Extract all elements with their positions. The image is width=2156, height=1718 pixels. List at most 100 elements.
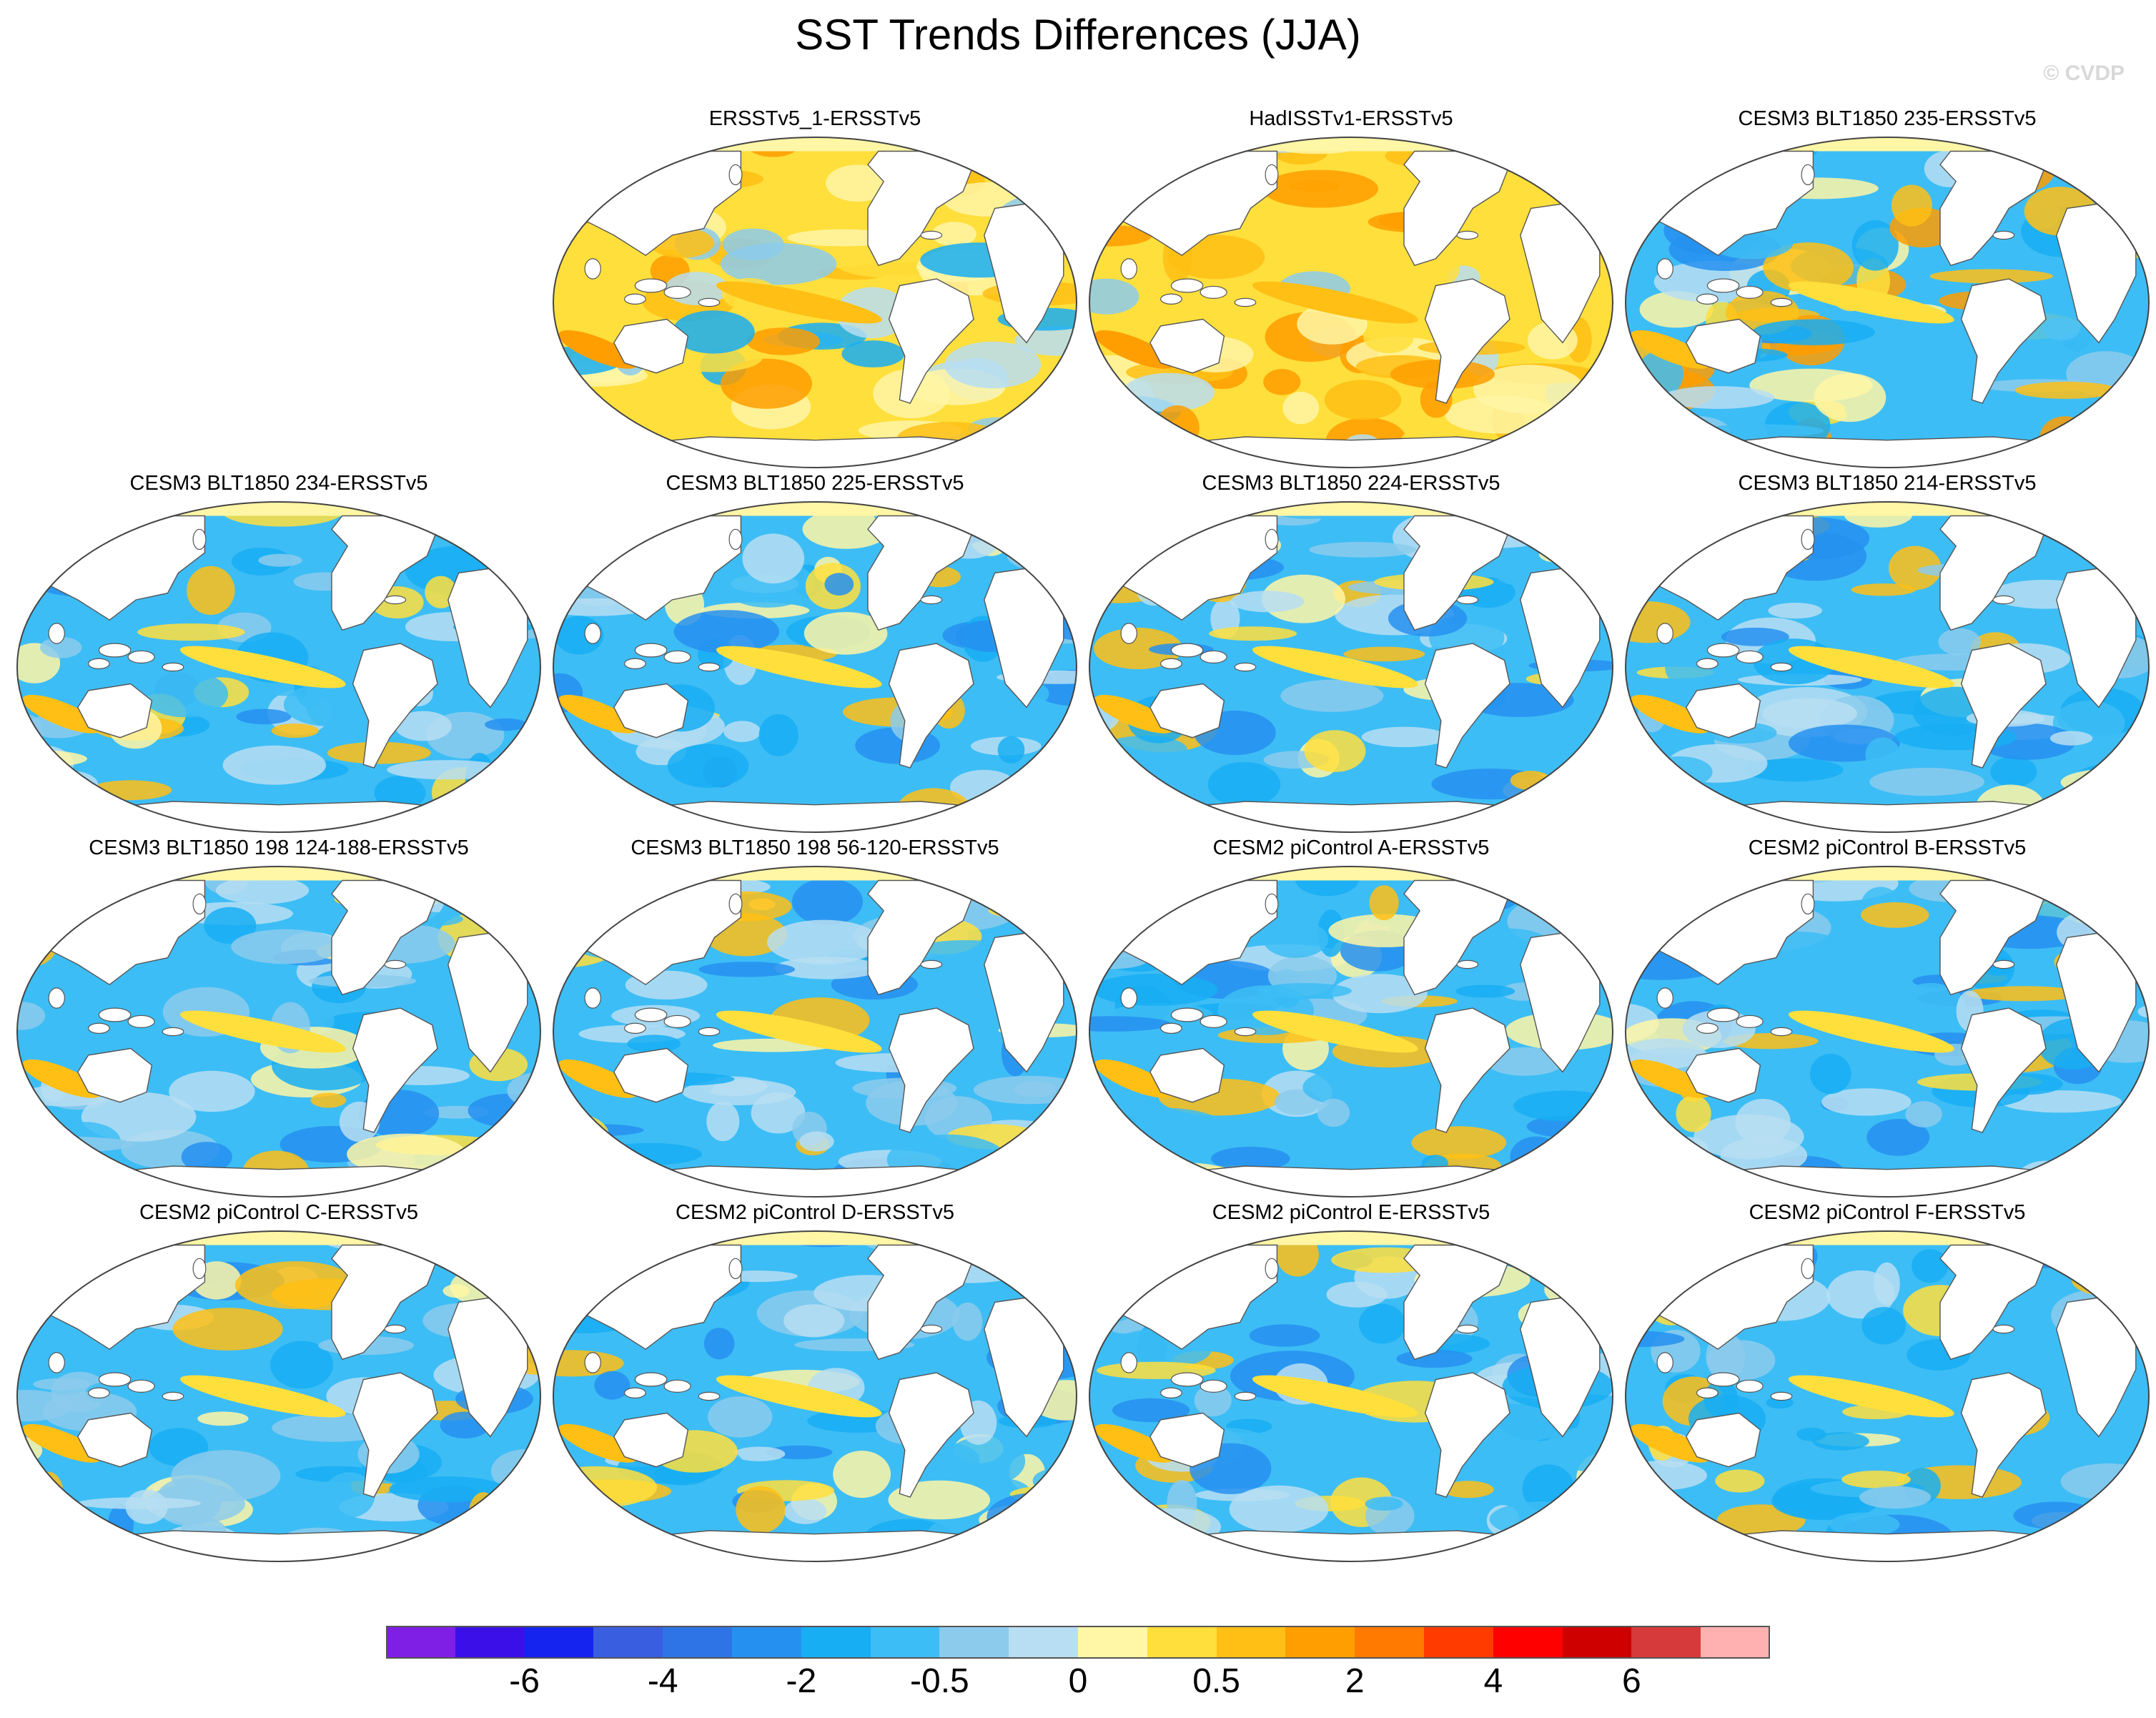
island [698,1027,721,1037]
island [1656,987,1673,1009]
sst-anomaly-patch [197,1411,249,1426]
sst-anomaly-patch [1022,897,1077,944]
sst-anomaly-patch [774,957,881,979]
sst-anomaly-patch [1829,1512,1900,1537]
sst-anomaly-patch [1821,1088,1912,1116]
sst-anomaly-patch [553,1231,623,1269]
land-mass [888,1372,974,1498]
island [1801,528,1815,551]
sst-anomaly-patch [1667,1509,1703,1547]
sst-anomaly-patch [802,509,891,549]
indian-ocean-band [558,694,638,734]
panel-title: CESM3 BLT1850 214-ERSSTv5 [1738,472,2037,495]
sst-anomaly-patch [40,636,82,658]
sst-anomaly-patch [1661,386,1775,409]
sst-anomaly-patch [1633,502,1679,520]
sst-anomaly-patch [952,1302,983,1341]
colorbar-swatch [1009,1626,1079,1659]
sst-anomaly-patch [485,718,528,731]
sst-anomaly-patch [619,1168,683,1197]
sst-anomaly-patch [1101,533,1164,561]
sst-anomaly-patch [486,507,535,520]
sst-anomaly-patch [270,1341,334,1389]
sst-anomaly-patch [65,804,146,821]
map-panel: CESM2 piControl F-ERSSTv5 [1623,1201,2152,1566]
sst-anomaly-patch [1089,1533,1149,1561]
sst-anomaly-patch [1027,874,1077,910]
land-mass [1520,505,1569,543]
colorbar-swatch [663,1626,733,1659]
island [192,528,207,551]
sst-anomaly-patch [1089,145,1174,164]
sst-anomaly-patch [1442,1481,1494,1499]
island [1736,1014,1764,1028]
island [1120,987,1137,1009]
island [634,1372,668,1387]
sst-anomaly-patch [1014,326,1077,356]
sst-anomaly-patch [2078,502,2140,518]
sst-anomaly-patch [1463,928,1547,954]
sst-anomaly-patch [2025,142,2137,159]
island [1656,1352,1673,1373]
land-mass [984,140,1033,179]
island [698,297,721,307]
sst-anomaly-patch [1626,1497,1656,1522]
robinson-map [553,866,1077,1198]
sst-anomaly-patch [627,1035,681,1053]
colorbar-swatch [1285,1626,1355,1659]
island [162,662,184,672]
sst-anomaly-patch [1142,1231,1258,1242]
sst-anomaly-patch [628,1545,721,1561]
island [1736,650,1764,663]
sst-anomaly-patch [1365,1496,1403,1511]
island [384,1324,407,1334]
sst-anomaly-patch [1812,1432,1869,1451]
indian-ocean-band [558,330,638,369]
sst-anomaly-patch [1681,867,1770,886]
land-mass [1960,1372,2047,1498]
island [48,987,65,1009]
sst-anomaly-patch [2050,137,2081,168]
pacific-band [716,646,882,688]
island [634,643,668,658]
land-mass [1673,436,2101,468]
pacific-band [716,1375,882,1418]
sst-anomaly-patch [1363,320,1414,353]
map-border [1625,137,2150,468]
map-border [553,501,1077,833]
island [663,1379,691,1393]
sst-anomaly-patch [1557,776,1596,811]
island [1706,1007,1740,1022]
sst-anomaly-patch [1262,920,1328,958]
map-panel: CESM3 BLT1850 198 124-188-ERSSTv5 [14,836,543,1201]
island [1992,595,2015,605]
robinson-map [1089,137,1613,468]
sst-anomaly-patch [560,137,601,152]
sst-anomaly-patch [1851,220,1899,271]
pacific-band [1252,1375,1418,1418]
island [98,1007,132,1022]
map-border [1089,1230,1613,1562]
pacific-band [179,646,346,688]
robinson-map [1625,866,2150,1198]
sst-anomaly-patch [1905,1101,1942,1127]
sst-anomaly-patch [2060,1463,2149,1500]
island [192,893,207,915]
island [127,1014,155,1028]
sst-anomaly-patch [1182,502,1227,525]
colorbar-tick-label: 2 [1345,1662,1365,1700]
land-mass [613,1047,689,1103]
sst-anomaly-patch [476,1504,505,1521]
island [162,1391,184,1401]
island [1706,1372,1740,1387]
land-mass [2056,1234,2105,1273]
robinson-map [1089,866,1613,1198]
pacific-band [1788,1010,1954,1053]
map-border [553,866,1077,1198]
sst-anomaly-patch [997,736,1025,764]
pacific-band [1788,1375,1954,1418]
sst-anomaly-patch [663,342,763,372]
land-mass [1520,869,1569,908]
pacific-band [1788,646,1954,688]
